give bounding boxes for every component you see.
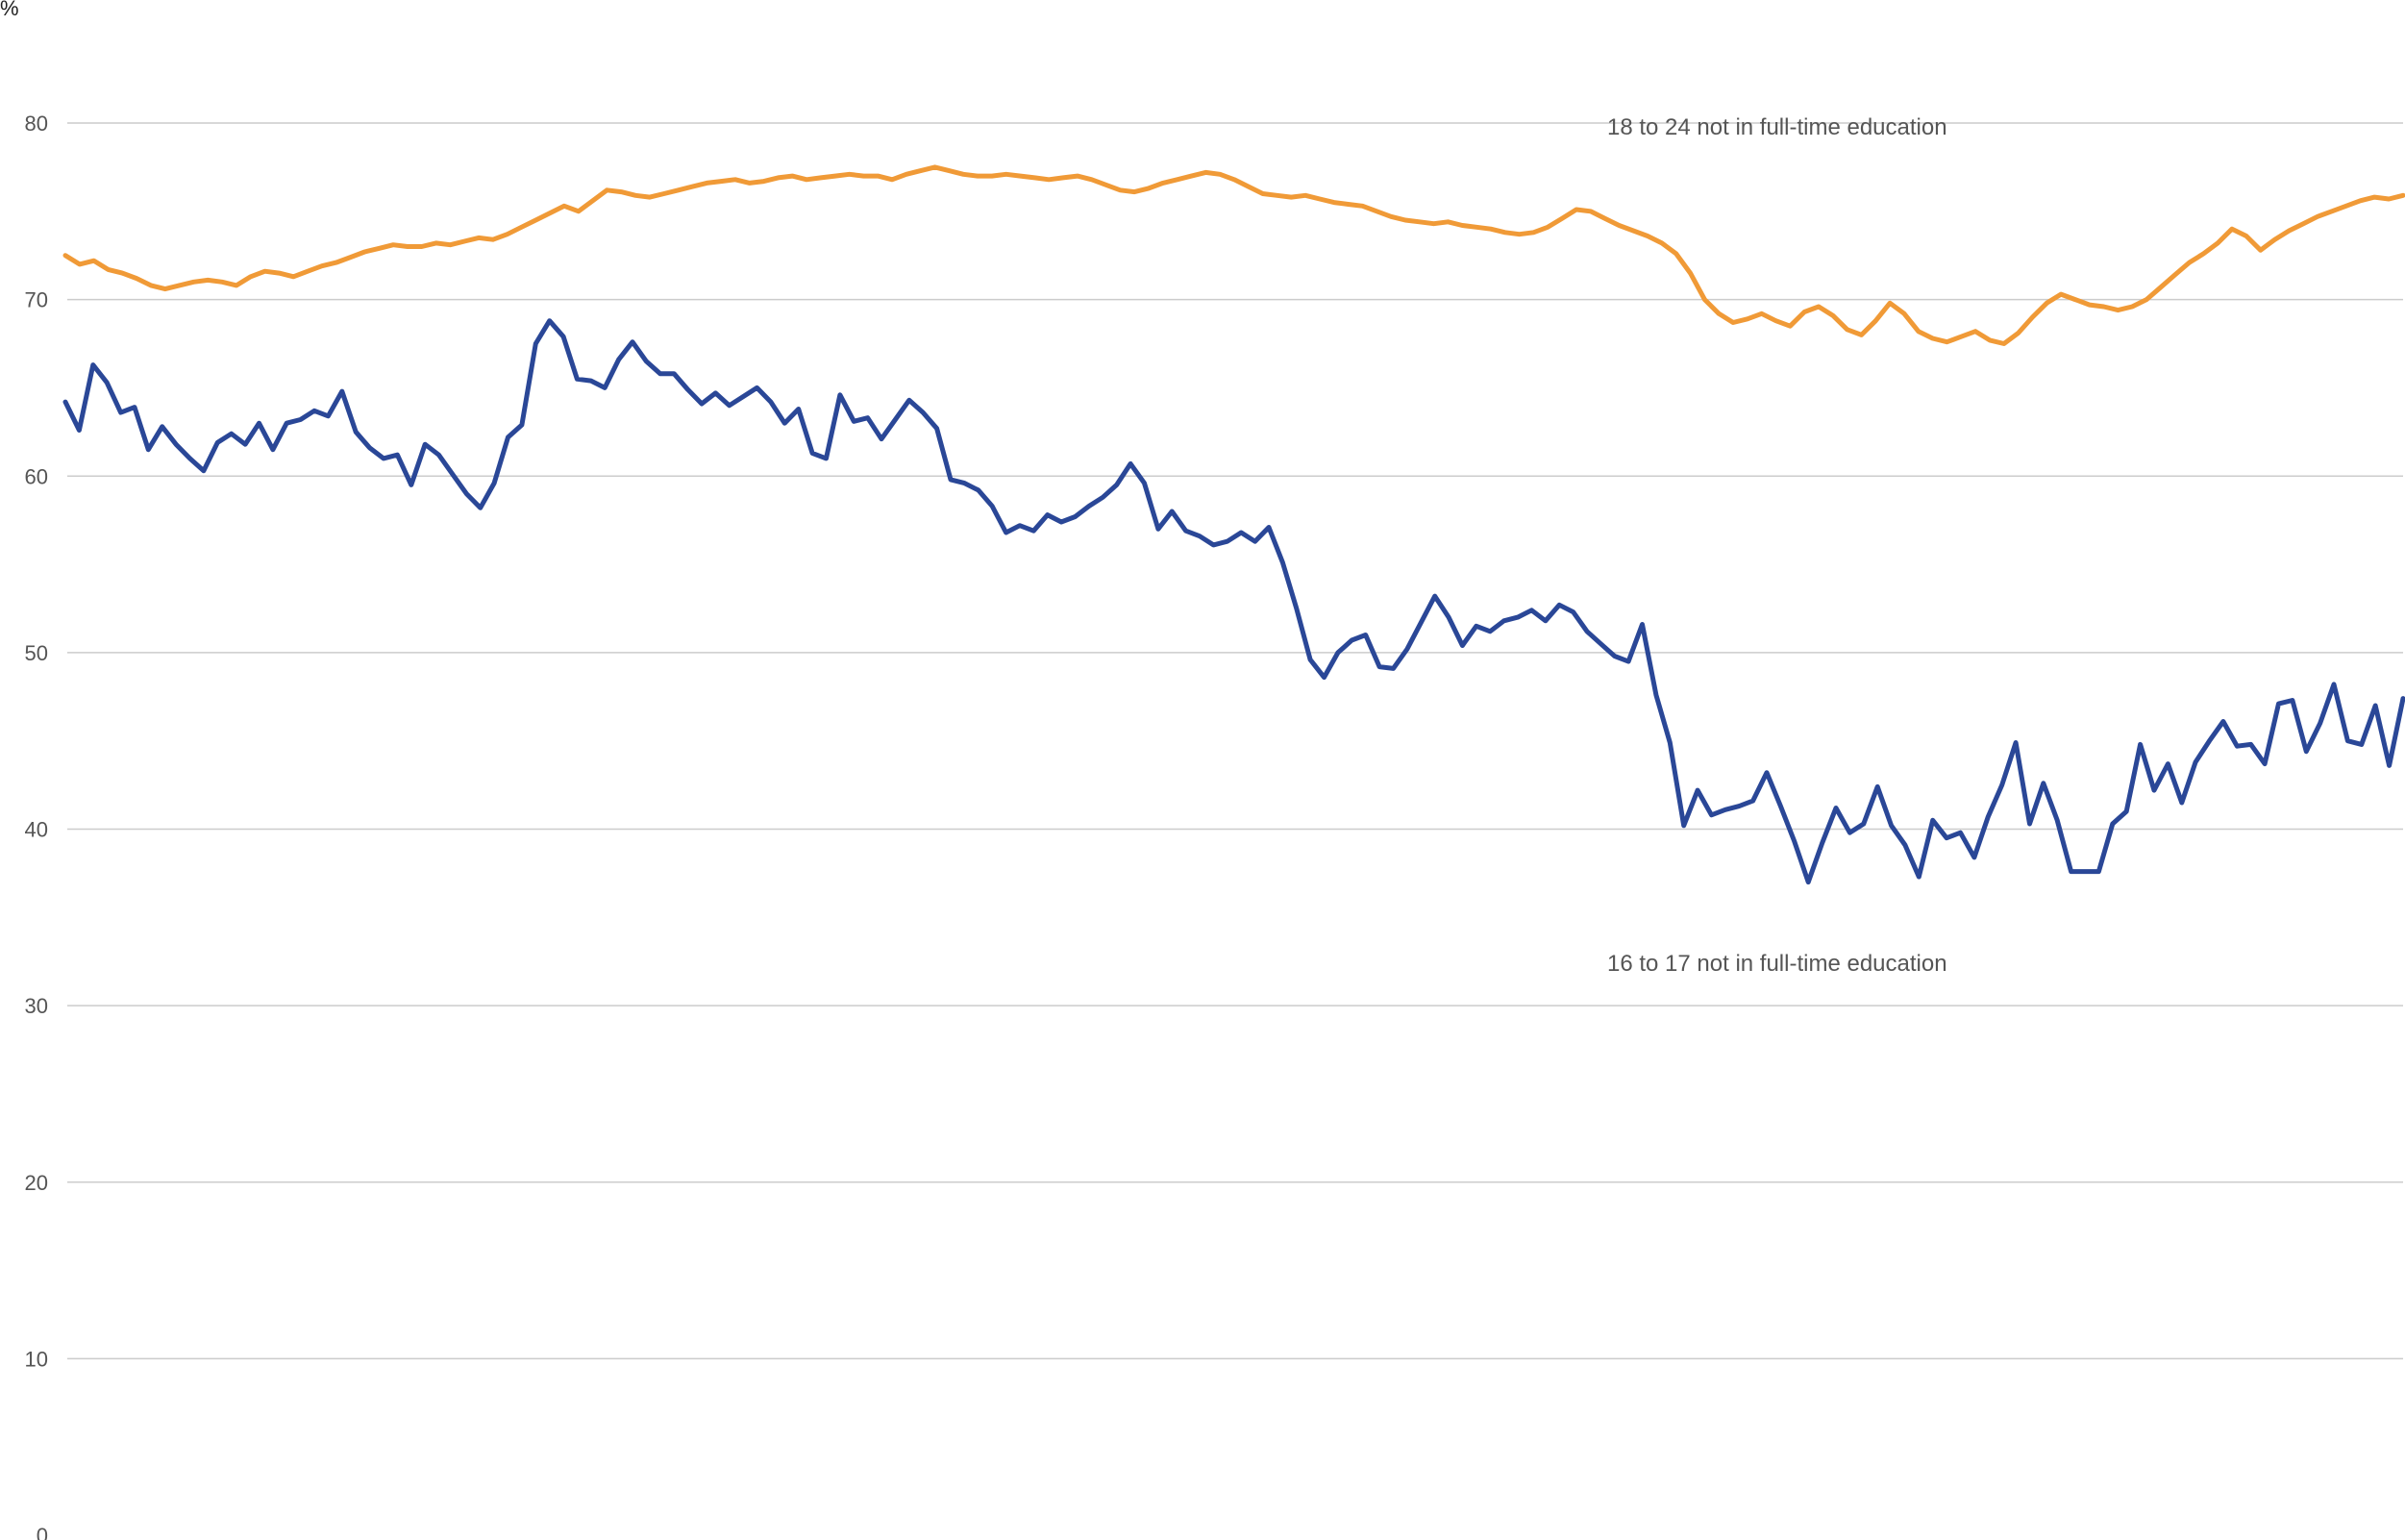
y-tick-label: 10 bbox=[25, 1347, 48, 1371]
gridlines bbox=[67, 122, 2403, 1360]
series-line-18-to-24 bbox=[62, 164, 2405, 346]
series-label-16-to-17: 16 to 17 not in full-time education bbox=[1607, 951, 1947, 977]
y-tick-label: 0 bbox=[37, 1524, 48, 1540]
y-tick-label: 60 bbox=[25, 464, 48, 488]
y-axis-unit-label: % bbox=[0, 0, 19, 20]
y-tick-label: 40 bbox=[25, 818, 48, 842]
y-tick-label: 70 bbox=[25, 288, 48, 312]
y-tick-label: 20 bbox=[25, 1171, 48, 1195]
series-line-16-to-17 bbox=[62, 318, 2405, 885]
series-labels: 18 to 24 not in full-time education 16 to… bbox=[1607, 114, 1947, 977]
y-tick-label: 30 bbox=[25, 994, 48, 1018]
y-tick-label: 50 bbox=[25, 641, 48, 665]
y-tick-label: 80 bbox=[25, 112, 48, 136]
series-lines bbox=[62, 164, 2405, 885]
y-axis-ticks: 0 10 20 30 40 50 60 70 80 bbox=[25, 112, 48, 1540]
series-label-18-to-24: 18 to 24 not in full-time education bbox=[1607, 114, 1947, 140]
